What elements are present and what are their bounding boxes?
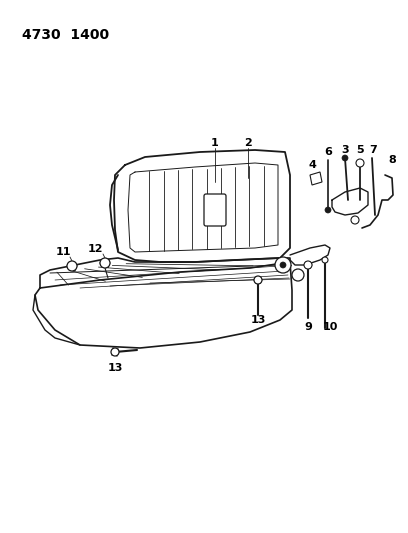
Text: 12: 12 <box>87 244 103 254</box>
Text: 13: 13 <box>107 363 123 373</box>
Circle shape <box>280 262 286 268</box>
Text: 13: 13 <box>251 315 266 325</box>
Circle shape <box>67 261 77 271</box>
Text: 1: 1 <box>211 138 219 148</box>
Text: 7: 7 <box>369 145 377 155</box>
FancyBboxPatch shape <box>204 194 226 226</box>
Circle shape <box>351 216 359 224</box>
Circle shape <box>342 155 348 161</box>
Circle shape <box>275 257 291 273</box>
Circle shape <box>100 258 110 268</box>
Circle shape <box>111 348 119 356</box>
Text: 4: 4 <box>308 160 316 170</box>
Circle shape <box>356 159 364 167</box>
Polygon shape <box>310 172 322 185</box>
Circle shape <box>325 207 331 213</box>
Text: 5: 5 <box>356 145 364 155</box>
Text: 6: 6 <box>324 147 332 157</box>
Circle shape <box>304 261 312 269</box>
Circle shape <box>254 276 262 284</box>
Text: 9: 9 <box>304 322 312 332</box>
Text: 10: 10 <box>322 322 338 332</box>
Text: 2: 2 <box>244 138 252 148</box>
Circle shape <box>322 257 328 263</box>
Circle shape <box>292 269 304 281</box>
Text: 11: 11 <box>55 247 71 257</box>
Text: 4730  1400: 4730 1400 <box>22 28 109 42</box>
Text: 3: 3 <box>341 145 349 155</box>
Text: 8: 8 <box>388 155 396 165</box>
